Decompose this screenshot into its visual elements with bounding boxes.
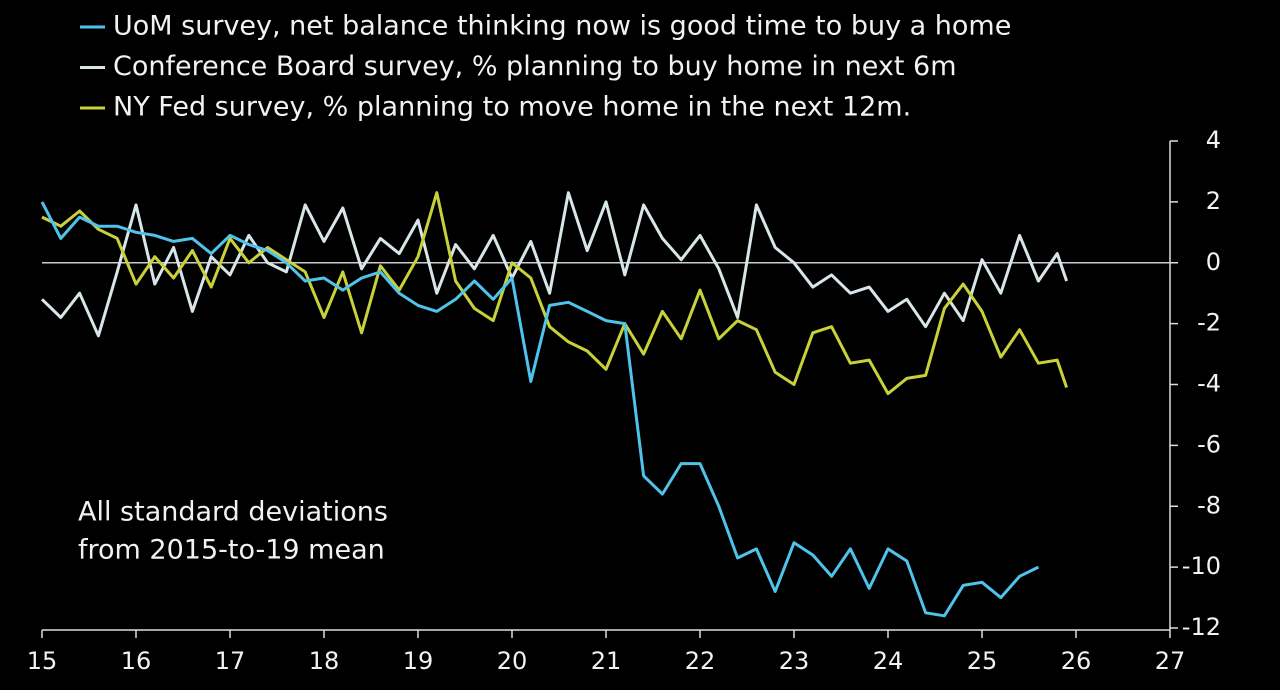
legend-label: NY Fed survey, % planning to move home i… [113, 92, 911, 123]
y-tick-label: -2 [1197, 309, 1221, 337]
y-tick-label: 4 [1206, 126, 1221, 154]
x-tick-label: 15 [27, 647, 58, 675]
y-tick-label: -4 [1197, 370, 1221, 398]
x-tick-label: 17 [215, 647, 246, 675]
y-tick-label: 2 [1206, 187, 1221, 215]
y-tick-label: -10 [1182, 552, 1221, 580]
x-tick-label: 21 [591, 647, 622, 675]
legend-label: UoM survey, net balance thinking now is … [113, 11, 1011, 42]
x-tick-label: 18 [309, 647, 340, 675]
x-tick-label: 16 [121, 647, 152, 675]
y-tick-label: -8 [1197, 491, 1221, 519]
series-line [41, 191, 1069, 396]
x-tick-label: 24 [873, 647, 904, 675]
y-tick-label: -12 [1182, 613, 1221, 641]
y-tick-label: -6 [1197, 430, 1221, 458]
x-tick-label: 26 [1061, 647, 1092, 675]
x-tick-label: 22 [685, 647, 716, 675]
legend-label: Conference Board survey, % planning to b… [113, 51, 957, 82]
x-tick-label: 25 [967, 647, 998, 675]
annotation: from 2015-to-19 mean [78, 535, 385, 566]
x-tick-label: 23 [779, 647, 810, 675]
x-tick-label: 20 [497, 647, 528, 675]
annotation: All standard deviations [78, 497, 388, 528]
y-tick-label: 0 [1206, 248, 1221, 276]
series-line [40, 191, 1069, 338]
x-tick-label: 27 [1155, 647, 1186, 675]
x-tick-label: 19 [403, 647, 434, 675]
series-line [40, 201, 1040, 618]
